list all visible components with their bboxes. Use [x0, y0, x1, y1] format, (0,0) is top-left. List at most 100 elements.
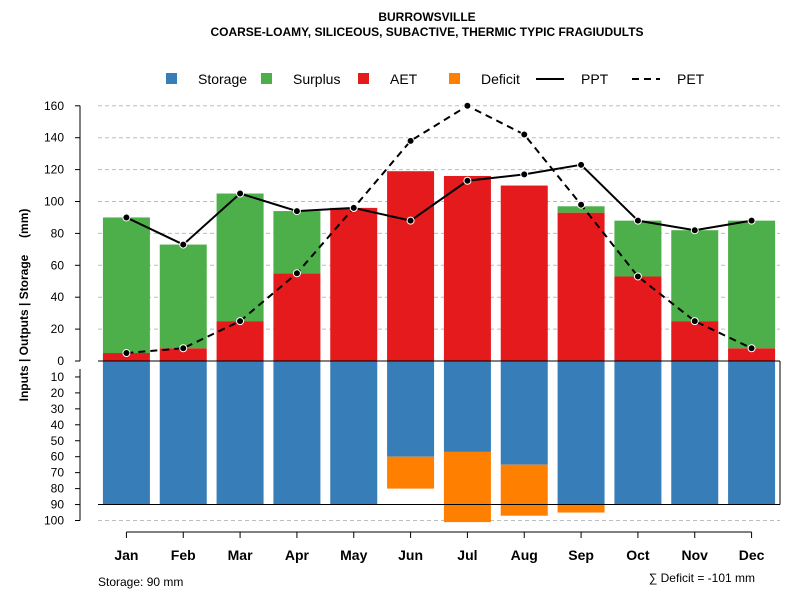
legend-label-deficit: Deficit: [481, 71, 520, 87]
bar-aet-apr: [273, 273, 321, 361]
point-ppt-jun: [406, 216, 415, 225]
bars: [102, 171, 776, 523]
legend-label-pet: PET: [677, 71, 705, 87]
bar-storage-aug: [500, 361, 548, 465]
y-axis-title: Inputs | Outputs | Storage (mm): [17, 209, 31, 402]
bar-aet-feb: [159, 348, 207, 361]
y-tick-label: 80: [51, 226, 65, 240]
bar-aet-aug: [500, 185, 548, 361]
bar-storage-dec: [728, 361, 776, 505]
y-tick-label: 40: [51, 418, 65, 432]
point-ppt-sep: [577, 160, 586, 169]
point-pet-aug: [520, 130, 529, 139]
x-tick-label-nov: Nov: [682, 547, 709, 563]
point-ppt-feb: [179, 240, 188, 249]
gridlines: [98, 105, 780, 521]
bar-surplus-sep: [557, 206, 605, 213]
legend: Storage Surplus AET Deficit PPT PET: [166, 71, 705, 87]
point-pet-dec: [747, 344, 756, 353]
series-lines: [122, 101, 756, 358]
bar-surplus-dec: [728, 220, 776, 349]
legend-swatch-deficit: [449, 73, 460, 84]
point-pet-nov: [690, 317, 699, 326]
bar-storage-apr: [273, 361, 321, 505]
bar-storage-jun: [387, 361, 435, 457]
bar-surplus-nov: [671, 230, 719, 322]
storage-note: Storage: 90 mm: [98, 575, 183, 589]
bar-deficit-sep: [557, 504, 605, 513]
bar-deficit-jul: [443, 451, 491, 523]
y-tick-label: 40: [51, 290, 65, 304]
bar-aet-jul: [443, 175, 491, 361]
point-ppt-may: [349, 203, 358, 212]
bar-surplus-oct: [614, 220, 662, 277]
x-tick-label-mar: Mar: [228, 547, 253, 563]
point-ppt-nov: [690, 226, 699, 235]
point-pet-jan: [122, 349, 131, 358]
point-pet-oct: [633, 272, 642, 281]
x-tick-label-dec: Dec: [739, 547, 765, 563]
y-tick-label: 70: [51, 466, 65, 480]
bar-storage-jan: [102, 361, 150, 505]
point-ppt-jan: [122, 213, 131, 222]
bar-storage-oct: [614, 361, 662, 505]
point-pet-mar: [236, 317, 245, 326]
bar-deficit-jun: [387, 456, 435, 489]
legend-swatch-aet: [358, 73, 369, 84]
x-tick-label-apr: Apr: [285, 547, 310, 563]
legend-swatch-storage: [166, 73, 177, 84]
axes: [75, 105, 781, 538]
x-tick-label-sep: Sep: [568, 547, 594, 563]
bar-storage-jul: [443, 361, 491, 452]
bar-storage-nov: [671, 361, 719, 505]
line-ppt: [125, 163, 752, 246]
point-pet-feb: [179, 344, 188, 353]
y-tick-label: 60: [51, 258, 65, 272]
bar-deficit-aug: [500, 464, 548, 516]
legend-label-ppt: PPT: [581, 71, 609, 87]
y-tick-label: 90: [51, 498, 65, 512]
y-tick-label: 20: [51, 386, 65, 400]
point-ppt-jul: [463, 176, 472, 185]
y-tick-label: 50: [51, 434, 65, 448]
y-tick-label: 100: [44, 195, 64, 209]
bar-surplus-feb: [159, 244, 207, 349]
bar-surplus-jan: [102, 217, 150, 354]
point-pet-jul: [463, 101, 472, 110]
x-tick-label-jun: Jun: [398, 547, 423, 563]
bar-aet-may: [330, 207, 378, 361]
x-tick-label-jan: Jan: [114, 547, 138, 563]
x-tick-label-aug: Aug: [511, 547, 538, 563]
y-tick-label: 160: [44, 99, 64, 113]
bar-surplus-mar: [216, 193, 264, 322]
point-pet-apr: [292, 269, 301, 278]
x-tick-label-feb: Feb: [171, 547, 196, 563]
bar-storage-mar: [216, 361, 264, 505]
y-tick-label: 120: [44, 163, 64, 177]
legend-label-surplus: Surplus: [293, 71, 340, 87]
point-pet-jun: [406, 136, 415, 145]
tick-labels: 0 20 40 60 80 100 120 140 160 10 20 30 40 50 60 70 80 90 1…: [44, 99, 765, 563]
y-tick-label: 10: [51, 370, 65, 384]
chart-title: BURROWSVILLE: [378, 10, 475, 24]
chart-subtitle: COARSE-LOAMY, SILICEOUS, SUBACTIVE, THER…: [210, 25, 643, 39]
legend-swatch-surplus: [261, 73, 272, 84]
point-pet-sep: [577, 200, 586, 209]
x-tick-label-may: May: [340, 547, 367, 563]
point-ppt-aug: [520, 170, 529, 179]
bar-storage-may: [330, 361, 378, 505]
y-tick-label: 100: [44, 514, 64, 528]
bar-aet-jun: [387, 171, 435, 361]
legend-label-storage: Storage: [198, 71, 247, 87]
bar-surplus-apr: [273, 211, 321, 274]
y-tick-label: 30: [51, 402, 65, 416]
legend-label-aet: AET: [390, 71, 418, 87]
point-ppt-mar: [236, 189, 245, 198]
bar-storage-sep: [557, 361, 605, 505]
x-tick-label-oct: Oct: [626, 547, 650, 563]
y-tick-label: 80: [51, 482, 65, 496]
bar-aet-nov: [671, 321, 719, 361]
y-tick-label: 0: [57, 354, 64, 368]
bar-storage-feb: [159, 361, 207, 505]
